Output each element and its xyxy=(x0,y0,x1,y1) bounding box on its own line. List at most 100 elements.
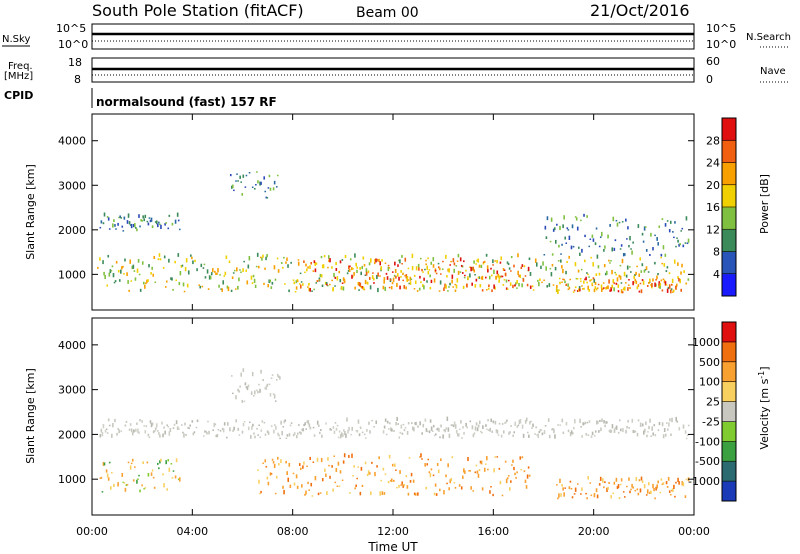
power-echo-cell xyxy=(445,254,447,259)
vel-echo-cell xyxy=(630,488,632,491)
vel-echo-cell xyxy=(150,472,153,476)
vel-echo-cell xyxy=(420,453,422,458)
power-echo-cell xyxy=(661,289,664,292)
power-colorbar-tick-label: 12 xyxy=(706,223,720,236)
power-echo-cell xyxy=(678,243,680,247)
power-echo-cell xyxy=(617,284,620,288)
vel-echo-cell xyxy=(389,479,392,482)
power-echo-cell xyxy=(509,282,512,287)
vel-echo-cell xyxy=(425,486,427,490)
power-echo-cell xyxy=(307,286,309,288)
vel-echo-cell xyxy=(599,419,601,423)
vel-echo-cell xyxy=(329,428,332,431)
power-echo-layer xyxy=(97,171,690,295)
vel-echo-cell xyxy=(445,427,448,430)
vel-echo-cell xyxy=(146,461,149,464)
vel-echo-cell xyxy=(490,486,492,488)
vel-echo-cell xyxy=(164,430,166,435)
power-echo-cell xyxy=(333,272,335,278)
power-echo-cell xyxy=(118,216,120,219)
power-echo-cell xyxy=(97,266,99,269)
vel-echo-cell xyxy=(583,423,586,425)
power-echo-cell xyxy=(430,261,433,265)
power-echo-cell xyxy=(276,174,279,177)
power-colorbar-label: Power [dB] xyxy=(758,174,771,234)
vel-echo-cell xyxy=(419,456,421,458)
power-echo-cell xyxy=(363,264,366,267)
power-echo-cell xyxy=(446,275,448,278)
vel-echo-cell xyxy=(571,431,574,435)
vel-colorbar-tick-label: -1000 xyxy=(688,475,720,488)
vel-echo-cell xyxy=(182,431,184,434)
power-echo-cell xyxy=(643,226,646,231)
power-echo-cell xyxy=(395,275,397,279)
power-echo-cell xyxy=(581,285,583,287)
power-echo-cell xyxy=(672,291,674,293)
vel-echo-cell xyxy=(685,478,688,481)
power-echo-cell xyxy=(391,271,394,273)
vel-echo-cell xyxy=(222,428,225,433)
vel-echo-cell xyxy=(615,477,618,482)
vel-echo-cell xyxy=(636,488,639,491)
power-echo-cell xyxy=(586,272,588,274)
power-echo-cell xyxy=(518,274,521,278)
power-echo-cell xyxy=(614,271,616,274)
vel-echo-cell xyxy=(296,435,298,439)
power-echo-cell xyxy=(644,268,647,271)
vel-echo-cell xyxy=(285,460,287,464)
vel-echo-cell xyxy=(401,481,403,485)
power-echo-cell xyxy=(652,278,654,282)
power-echo-cell xyxy=(177,219,180,222)
power-echo-cell xyxy=(354,253,356,258)
vel-echo-cell xyxy=(531,427,533,429)
power-echo-cell xyxy=(626,265,629,270)
vel-echo-cell xyxy=(122,481,125,484)
power-echo-cell xyxy=(467,276,469,281)
vel-echo-cell xyxy=(355,484,357,488)
vel-echo-cell xyxy=(494,456,496,458)
power-echo-cell xyxy=(568,255,570,259)
vel-echo-cell xyxy=(212,429,214,432)
power-echo-cell xyxy=(439,280,442,285)
vel-echo-cell xyxy=(395,469,397,471)
vel-echo-cell xyxy=(458,433,460,437)
power-echo-cell xyxy=(531,285,534,288)
power-echo-cell xyxy=(122,265,124,268)
vel-echo-cell xyxy=(610,495,612,499)
power-echo-cell xyxy=(413,288,416,290)
vel-echo-cell xyxy=(282,485,284,489)
vel-colorbar-swatch xyxy=(722,401,736,422)
power-echo-cell xyxy=(377,272,379,277)
power-echo-cell xyxy=(585,276,587,281)
power-echo-cell xyxy=(605,286,607,290)
power-echo-cell xyxy=(559,225,561,231)
power-echo-cell xyxy=(172,288,174,291)
power-echo-cell xyxy=(287,264,289,268)
power-echo-cell xyxy=(568,286,571,290)
power-echo-cell xyxy=(246,280,249,285)
vel-colorbar-tick-label: 1000 xyxy=(692,336,720,349)
power-echo-cell xyxy=(620,244,623,247)
power-echo-cell xyxy=(358,289,360,291)
vel-echo-cell xyxy=(464,470,466,474)
power-echo-cell xyxy=(636,265,638,268)
vel-echo-cell xyxy=(124,424,127,427)
nsky-trace xyxy=(92,32,694,42)
nsky-label: N.Sky xyxy=(2,34,30,45)
vel-echo-cell xyxy=(312,461,315,463)
vel-echo-cell xyxy=(480,460,483,465)
vel-echo-cell xyxy=(634,430,637,433)
vel-echo-cell xyxy=(276,456,279,460)
power-echo-cell xyxy=(267,284,269,288)
power-echo-cell xyxy=(418,287,421,291)
power-echo-cell xyxy=(338,270,341,274)
vel-echo-cell xyxy=(437,427,439,431)
power-echo-cell xyxy=(211,268,214,273)
vel-echo-cell xyxy=(259,492,261,495)
power-echo-cell xyxy=(440,273,442,275)
vel-echo-cell xyxy=(674,495,676,498)
vel-echo-cell xyxy=(648,425,650,430)
vel-echo-cell xyxy=(433,492,436,496)
power-echo-cell xyxy=(587,285,589,290)
power-echo-cell xyxy=(198,284,200,286)
